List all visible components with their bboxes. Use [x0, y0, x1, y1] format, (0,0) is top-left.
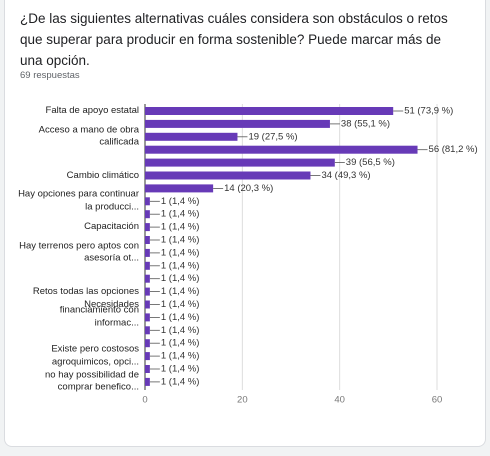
category-label: Acceso a mano de obra calificada [38, 124, 139, 148]
response-count: 69 respuestas [20, 70, 80, 81]
bar [145, 274, 150, 283]
value-label: 1 (1,4 %) [161, 351, 200, 362]
bar [145, 210, 150, 219]
value-label: 1 (1,4 %) [161, 196, 200, 207]
value-label: 19 (27,5 %) [248, 131, 297, 142]
value-label: 1 (1,4 %) [161, 209, 200, 220]
bar [145, 248, 150, 257]
category-label: financiamiento con informac... [59, 304, 139, 329]
category-label: Hay terrenos pero aptos con asesoría ot.… [19, 240, 139, 264]
category-label: Hay opciones para continuar la producci.… [18, 188, 139, 213]
value-label: 1 (1,4 %) [161, 312, 200, 323]
bar [145, 145, 418, 154]
bar [145, 223, 150, 232]
value-label: 14 (20,3 %) [224, 183, 273, 194]
value-label: 1 (1,4 %) [161, 364, 200, 375]
bar [145, 313, 150, 322]
bar [145, 107, 394, 115]
bar [145, 352, 150, 361]
bar [145, 184, 214, 193]
value-label: 1 (1,4 %) [161, 235, 200, 246]
value-label: 38 (55,1 %) [341, 118, 390, 129]
bar [145, 339, 150, 348]
value-label: 1 (1,4 %) [161, 273, 200, 284]
bar [145, 197, 150, 206]
value-label: 1 (1,4 %) [161, 338, 200, 349]
value-label: 34 (49,3 %) [321, 170, 370, 181]
category-label: Capacitación [84, 220, 139, 232]
x-tick-label: 20 [237, 395, 248, 406]
bar [145, 287, 150, 296]
bar [145, 261, 150, 270]
bar [145, 119, 330, 128]
bar [145, 365, 150, 373]
category-label: Falta de apoyo estatal [45, 104, 139, 116]
x-tick-label: 0 [142, 395, 147, 406]
value-label: 1 (1,4 %) [161, 325, 200, 336]
card [4, 0, 486, 447]
value-label: 1 (1,4 %) [161, 299, 200, 310]
value-label: 1 (1,4 %) [161, 222, 200, 233]
value-label: 1 (1,4 %) [161, 260, 200, 271]
value-label: 1 (1,4 %) [161, 247, 200, 258]
bar [145, 236, 150, 244]
category-label: Existe pero costosos agroquimicos, opci.… [51, 343, 139, 368]
category-label: Retos todas las opciones [32, 285, 139, 297]
category-label: no hay possibilidad de comprar benefico.… [44, 369, 139, 393]
category-label: Cambio climático [66, 169, 139, 181]
x-tick-label: 60 [432, 395, 443, 406]
bar [145, 158, 335, 167]
value-label: 51 (73,9 %) [404, 106, 453, 117]
bar [145, 300, 150, 309]
value-label: 1 (1,4 %) [161, 376, 200, 387]
x-tick-label: 40 [334, 395, 345, 406]
value-label: 39 (56,5 %) [346, 157, 395, 168]
bar [145, 377, 150, 386]
bar [145, 171, 311, 180]
bar [145, 326, 150, 335]
category-label: Necesidades [84, 298, 139, 310]
value-label: 1 (1,4 %) [161, 286, 200, 297]
bar [145, 132, 238, 141]
question-title: ¿De las siguientes alternativas cuáles c… [20, 11, 448, 68]
value-label: 56 (81,2 %) [429, 144, 478, 155]
